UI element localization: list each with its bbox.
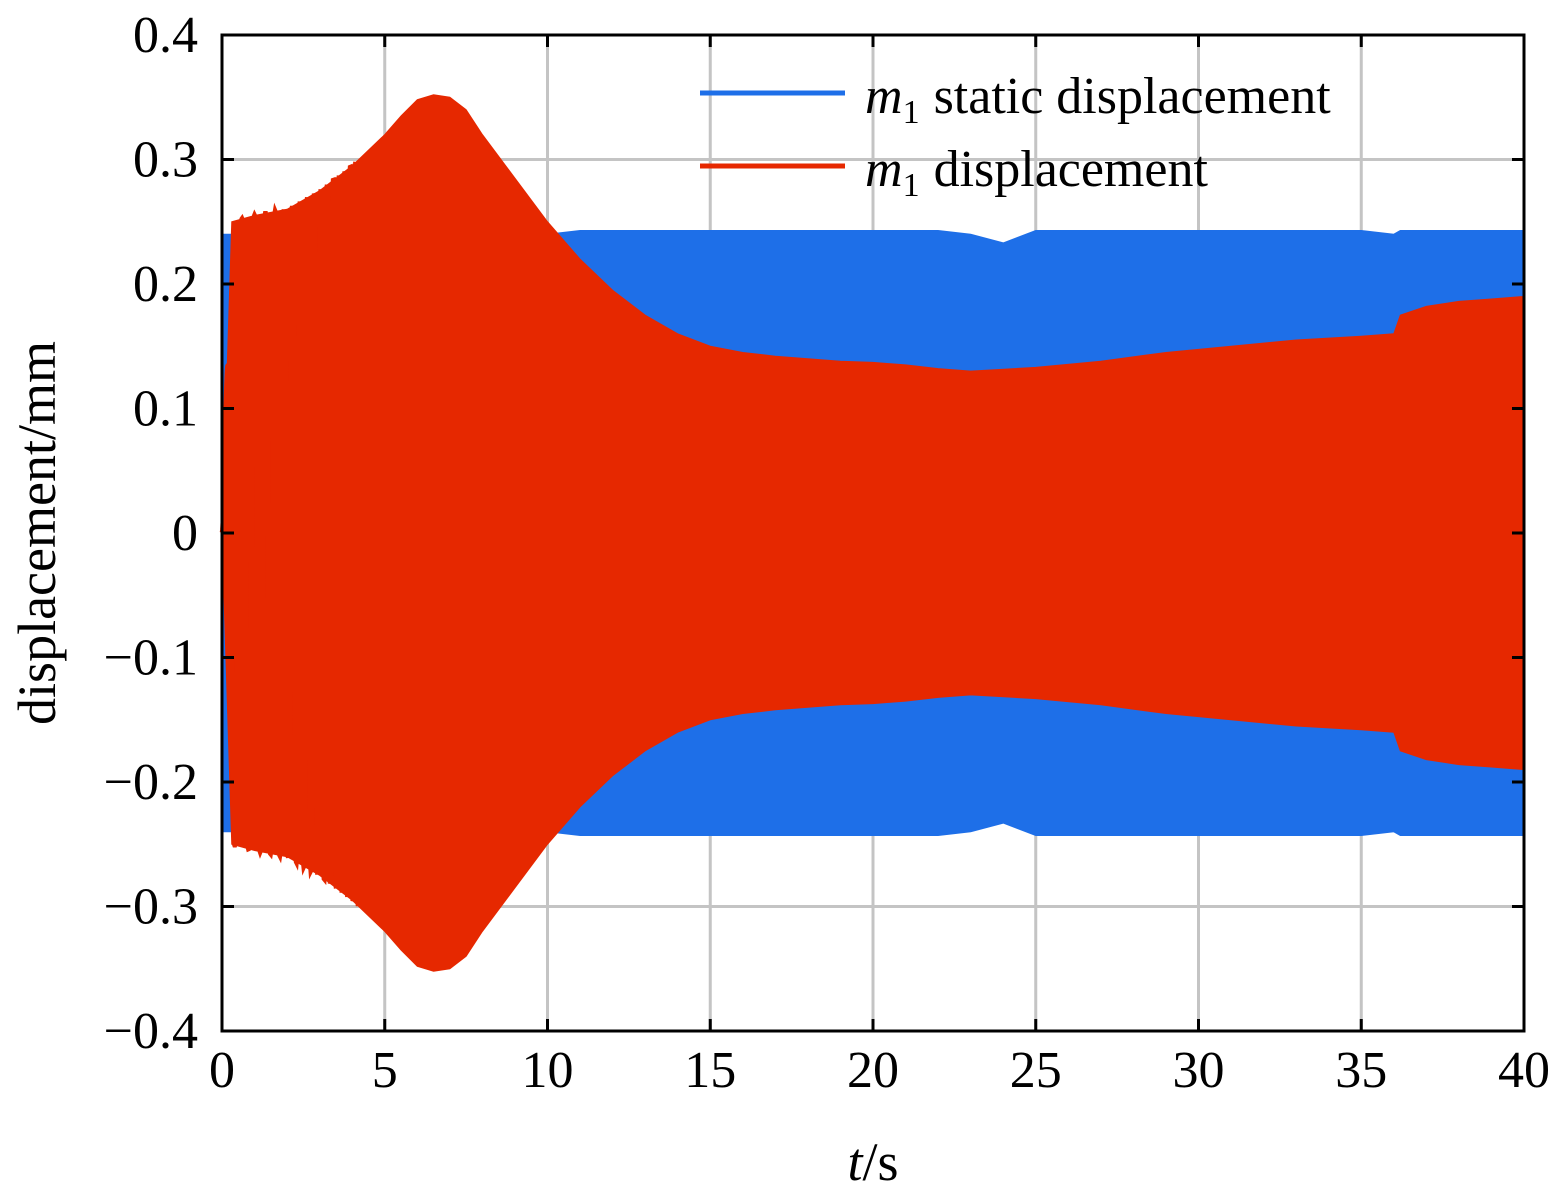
- legend-mass-symbol: m: [865, 141, 903, 198]
- y-tick-label: 0.3: [133, 132, 198, 189]
- legend: m1 static displacement m1 displacement: [700, 68, 1331, 204]
- x-tick-label: 35: [1335, 1042, 1387, 1099]
- y-tick-label: −0.2: [104, 754, 198, 811]
- y-tick-label: 0.1: [133, 381, 198, 438]
- legend-series-name: static displacement: [934, 68, 1332, 125]
- x-tick-label: 25: [1010, 1042, 1062, 1099]
- x-axis-label: t/s: [847, 1132, 898, 1192]
- ticks: [220, 33, 1526, 1033]
- x-tick-label: 40: [1498, 1042, 1550, 1099]
- legend-label-displacement: m1 displacement: [865, 141, 1208, 204]
- x-tick-label: 0: [209, 1042, 235, 1099]
- y-axis-label: displacement/mm: [7, 341, 67, 725]
- y-tick-label: −0.1: [104, 630, 198, 687]
- y-tick-label: 0.4: [133, 7, 198, 64]
- legend-series-name: displacement: [934, 141, 1209, 198]
- x-tick-label: 10: [522, 1042, 574, 1099]
- series-line-displacement-start: [219, 161, 362, 907]
- x-tick-label: 15: [684, 1042, 736, 1099]
- legend-mass-subscript: 1: [903, 167, 920, 204]
- legend-mass-symbol: m: [865, 68, 903, 125]
- x-tick-label: 30: [1173, 1042, 1225, 1099]
- y-tick-label: 0.2: [133, 256, 198, 313]
- y-tick-label: −0.4: [104, 1003, 198, 1060]
- y-tick-label: 0: [172, 505, 198, 562]
- x-axis-var: t: [847, 1132, 864, 1192]
- x-tick-label: 5: [372, 1042, 398, 1099]
- series-layer: [219, 94, 1525, 972]
- legend-mass-subscript: 1: [903, 94, 920, 131]
- y-tick-label: −0.3: [104, 879, 198, 936]
- x-tick-label: 20: [847, 1042, 899, 1099]
- tick-labels: 0 5 10 15 20 25 30 35 40 0.4 0.3 0.2 0.1 0 −0.1 −0.2 −0.…: [104, 7, 1550, 1099]
- x-axis-unit: /s: [862, 1132, 898, 1192]
- legend-label-static-displacement: m1 static displacement: [865, 68, 1331, 131]
